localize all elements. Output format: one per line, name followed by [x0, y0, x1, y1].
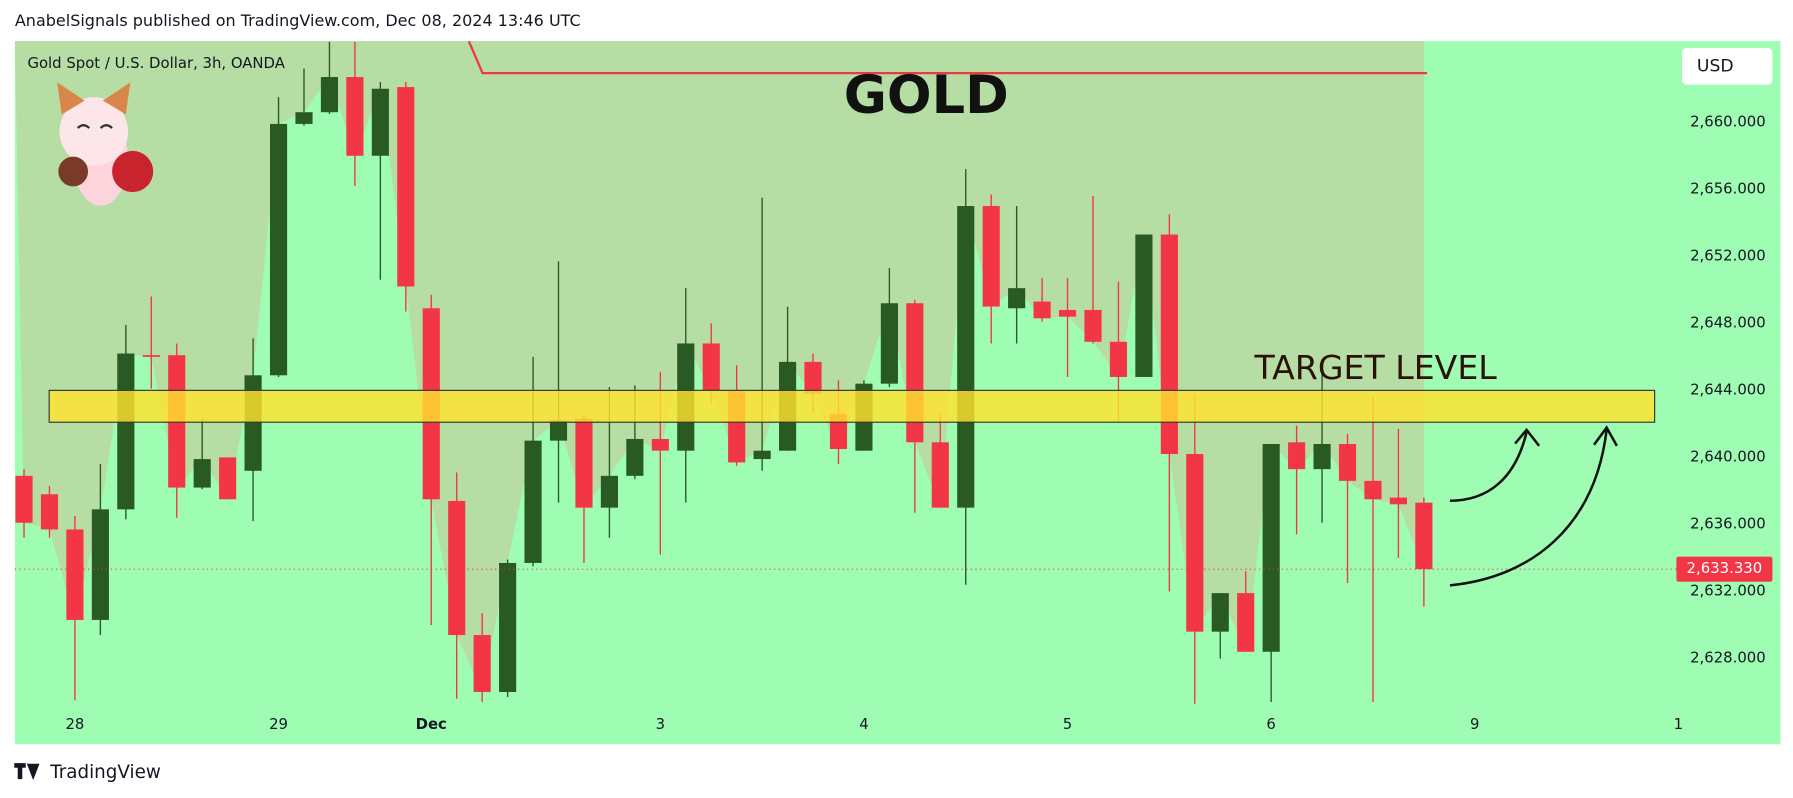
y-tick-label: 2,628.000 — [1690, 648, 1766, 666]
candle-body — [219, 457, 237, 500]
candle-body — [269, 123, 288, 376]
last-price-label: 2,633.330 — [1687, 559, 1763, 577]
y-tick-label: 2,632.000 — [1690, 581, 1766, 599]
y-tick-label: 2,656.000 — [1690, 179, 1766, 197]
annotation: TARGET LEVEL — [1253, 348, 1497, 387]
candle-body — [804, 361, 822, 394]
candle-body — [524, 440, 542, 563]
logo-icon — [57, 82, 154, 206]
x-tick-label: 4 — [859, 715, 868, 733]
candle-body — [1109, 341, 1128, 377]
candle-body — [1211, 593, 1229, 632]
candle-body — [1084, 309, 1102, 342]
candle-body — [448, 500, 466, 636]
y-tick-label: 2,648.000 — [1690, 313, 1766, 331]
y-tick-label: 2,644.000 — [1690, 380, 1766, 398]
candle-body — [931, 442, 949, 508]
x-tick-label: 28 — [65, 715, 84, 733]
candle-body — [880, 303, 898, 384]
candle-body — [320, 77, 339, 113]
x-tick-label: 1 — [1674, 715, 1683, 733]
candle-body — [346, 77, 364, 156]
y-tick-label: 2,660.000 — [1690, 112, 1766, 130]
last-price-box — [1676, 556, 1773, 582]
x-tick-label: 29 — [269, 715, 288, 733]
candle-body — [473, 635, 491, 692]
candle-body — [575, 418, 593, 508]
candle-body — [295, 112, 313, 124]
candle-body — [193, 459, 211, 488]
symbol: Gold Spot / U.S. Dollar, 3h, OANDA — [27, 54, 285, 72]
candle-body — [66, 529, 84, 620]
candle-body — [1135, 234, 1153, 377]
candle-body — [1008, 288, 1026, 309]
candle-body — [371, 88, 389, 156]
currency-box — [1682, 48, 1773, 85]
footer-logo — [14, 763, 40, 781]
candle-body — [91, 509, 109, 620]
candle-body — [499, 562, 517, 692]
header: AnabelSignals published on TradingView.c… — [15, 11, 581, 30]
currency: USD — [1697, 56, 1734, 76]
candle-body — [702, 343, 720, 391]
y-tick-label: 2,640.000 — [1690, 447, 1766, 465]
candle-body — [244, 375, 262, 471]
chart-title: GOLD — [844, 65, 1009, 126]
candle-body — [1364, 480, 1382, 500]
footer: TradingView — [49, 762, 161, 783]
x-tick-label: 9 — [1470, 715, 1479, 733]
candle-body — [1262, 443, 1280, 652]
candle-body — [982, 206, 1000, 307]
candle-body — [1288, 442, 1306, 470]
x-tick-label: 5 — [1063, 715, 1072, 733]
candle-body — [40, 494, 59, 530]
candle-body — [1237, 593, 1255, 652]
over-layer: 2,633.330 — [14, 389, 1773, 582]
x-tick-label: 3 — [656, 715, 665, 733]
candle-body — [1033, 301, 1051, 319]
candle-body — [1389, 497, 1407, 505]
arrow — [1449, 425, 1618, 587]
candle-body — [1186, 454, 1204, 632]
candle-body — [753, 450, 771, 460]
candle-body — [142, 355, 160, 357]
y-tick-label: 2,652.000 — [1690, 246, 1766, 264]
arrow — [1449, 427, 1541, 503]
red-line — [467, 40, 1428, 75]
x-tick-label: Dec — [416, 715, 447, 733]
y-tick-label: 2,636.000 — [1690, 514, 1766, 532]
x-tick-label: 6 — [1266, 715, 1275, 733]
candle-body — [397, 87, 415, 287]
candle-body — [957, 206, 975, 508]
candle-body — [1338, 443, 1357, 481]
candle-body — [549, 420, 568, 441]
candle-body — [1058, 309, 1077, 317]
target-zone — [48, 389, 1656, 423]
candle-body — [15, 475, 33, 523]
candle-body — [1313, 443, 1331, 470]
candle-body — [1415, 502, 1433, 570]
candle-body — [651, 438, 669, 451]
candle-body — [600, 475, 618, 508]
candle-body — [117, 353, 135, 510]
candle-body — [626, 438, 644, 476]
